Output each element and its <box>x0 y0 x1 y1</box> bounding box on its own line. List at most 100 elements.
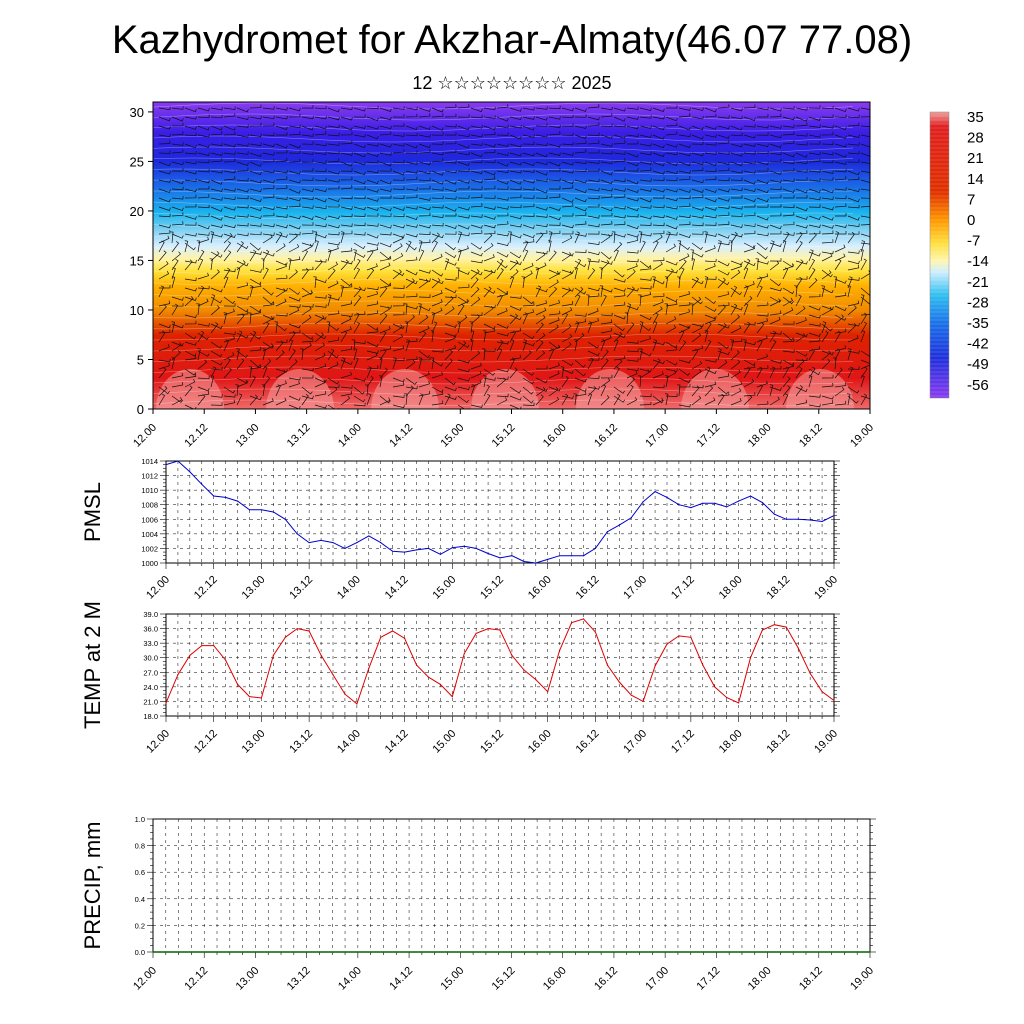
wind-barb <box>444 294 457 298</box>
wind-barb <box>262 267 269 280</box>
wind-barb <box>379 395 391 404</box>
wind-barb <box>223 399 236 406</box>
wind-barb <box>704 197 717 203</box>
wind-barb <box>561 114 574 118</box>
surface-heating-blob <box>681 369 749 409</box>
wind-barb <box>691 206 704 211</box>
wind-barb <box>717 260 730 267</box>
wind-barb <box>197 159 210 164</box>
wind-barb <box>483 215 496 220</box>
wind-barb <box>301 332 314 340</box>
wind-barb <box>483 224 496 229</box>
wind-barb <box>223 339 229 352</box>
wind-barb <box>535 377 548 384</box>
wind-barb <box>639 233 652 237</box>
wind-barb <box>535 300 548 307</box>
wind-barb <box>860 152 870 157</box>
data-point <box>382 951 385 953</box>
wind-barb <box>691 141 704 145</box>
wind-barb <box>600 384 607 397</box>
wind-barb <box>509 169 522 174</box>
wind-barb <box>756 132 769 136</box>
wind-barb <box>730 338 743 343</box>
wind-barb <box>717 125 730 130</box>
data-point <box>664 951 666 953</box>
wind-barb <box>756 161 769 166</box>
wind-barb <box>470 259 483 264</box>
wind-barb <box>210 305 220 316</box>
wind-barb <box>535 386 546 397</box>
wind-barb <box>717 167 730 172</box>
y-axis-label: TEMP at 2 M <box>80 601 105 729</box>
wind-barb <box>405 176 418 181</box>
isotherm-line <box>153 168 854 176</box>
wind-barb <box>678 152 691 157</box>
wind-barb <box>340 346 353 352</box>
wind-barb <box>808 258 815 271</box>
data-point <box>511 555 513 557</box>
data-point <box>237 500 239 502</box>
wind-barb <box>548 105 561 110</box>
wind-barb <box>184 277 197 282</box>
wind-barb <box>743 170 756 174</box>
wind-barb <box>730 287 742 296</box>
data-point <box>201 483 203 485</box>
wind-barb <box>418 212 431 217</box>
wind-barb <box>431 307 443 316</box>
wind-barb <box>314 314 327 320</box>
wind-barb <box>366 286 379 291</box>
wind-barb <box>392 206 405 211</box>
wind-barb <box>821 253 833 262</box>
wind-barb <box>769 298 781 307</box>
wind-barb <box>353 114 366 118</box>
data-point <box>499 629 501 631</box>
wind-barb <box>860 134 870 138</box>
isotherm-line <box>153 223 854 231</box>
wind-barb <box>808 332 821 337</box>
wind-barb <box>236 379 248 388</box>
wind-barb <box>860 361 870 370</box>
wind-barb <box>197 125 210 131</box>
wind-barb <box>444 306 455 316</box>
wind-barb <box>431 113 444 118</box>
colorbar-label: 0 <box>967 212 975 229</box>
wind-barb <box>587 132 600 137</box>
wind-barb <box>652 293 665 298</box>
isotherm-line <box>153 245 854 253</box>
wind-barb <box>313 276 317 289</box>
wind-barb <box>782 178 795 182</box>
wind-barb <box>743 245 755 253</box>
wind-barb <box>834 203 847 208</box>
wind-barb <box>431 141 444 145</box>
wind-barb <box>457 125 470 131</box>
wind-barb <box>782 188 795 193</box>
wind-barb <box>756 168 769 172</box>
data-point <box>785 518 787 520</box>
wind-barb <box>470 142 483 146</box>
wind-barb <box>548 152 561 156</box>
data-point <box>475 632 477 635</box>
wind-barb <box>795 206 808 212</box>
wind-barb <box>795 305 806 316</box>
wind-barb <box>847 159 860 163</box>
wind-barb <box>262 398 274 406</box>
wind-barb <box>808 293 821 298</box>
wind-barb <box>261 384 266 397</box>
wind-barb <box>379 282 392 289</box>
wind-barb <box>223 206 236 211</box>
wind-barb <box>223 131 236 136</box>
wind-barb <box>392 382 405 388</box>
wind-barb <box>353 125 366 129</box>
wind-barb <box>586 294 590 307</box>
y-tick-label: 1000 <box>141 559 158 568</box>
wind-barb <box>795 276 808 280</box>
wind-barb <box>613 123 626 128</box>
wind-barb <box>171 251 181 262</box>
wind-barb <box>730 269 741 280</box>
wind-barb <box>678 368 690 376</box>
wind-barb <box>366 105 379 110</box>
wind-barb <box>457 296 470 304</box>
wind-barb <box>821 321 827 334</box>
wind-barb <box>392 143 405 147</box>
data-point <box>582 618 585 620</box>
